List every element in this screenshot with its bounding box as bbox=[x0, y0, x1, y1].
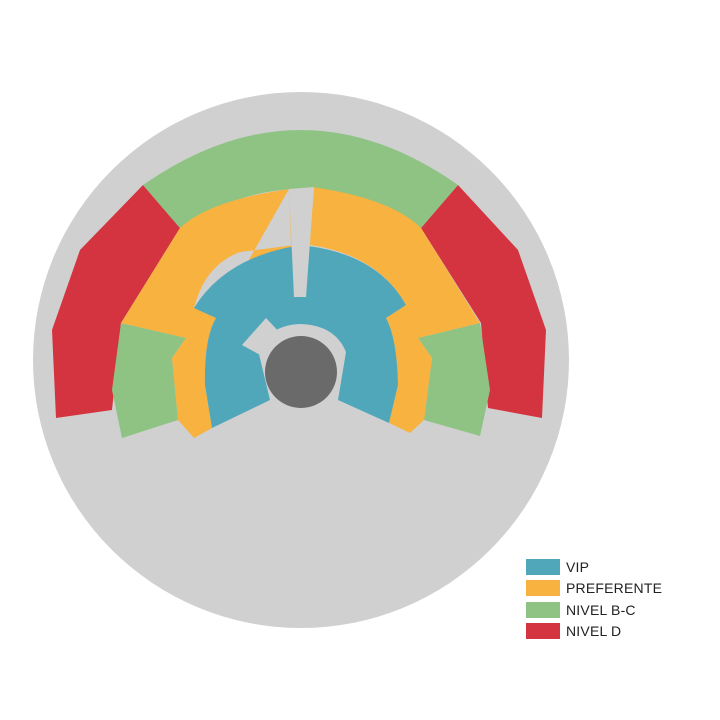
legend-swatch-nivel-d bbox=[526, 623, 560, 640]
section-nivel-d-left[interactable] bbox=[52, 185, 180, 418]
legend-swatch-vip bbox=[526, 558, 560, 575]
section-nivel-bc-left[interactable] bbox=[112, 323, 186, 438]
stage-ramp bbox=[242, 318, 282, 356]
legend-label-vip: VIP bbox=[566, 558, 590, 575]
section-nivel-bc-right[interactable] bbox=[418, 323, 490, 436]
legend-item-vip[interactable]: VIP bbox=[526, 556, 662, 578]
legend-label-preferente: PREFERENTE bbox=[566, 580, 663, 597]
legend-swatch-preferente bbox=[526, 580, 560, 597]
stage[interactable] bbox=[265, 336, 337, 408]
legend-item-nivel-bc[interactable]: NIVEL B-C bbox=[526, 599, 662, 621]
legend-label-nivel-d: NIVEL D bbox=[566, 623, 622, 640]
section-vip[interactable] bbox=[194, 246, 406, 428]
legend-item-nivel-d[interactable]: NIVEL D bbox=[526, 621, 662, 643]
section-nivel-d-right[interactable] bbox=[421, 185, 546, 418]
aisle-wedge bbox=[289, 187, 314, 297]
legend-swatch-nivel-bc bbox=[526, 601, 560, 618]
legend-item-preferente[interactable]: PREFERENTE bbox=[526, 578, 662, 600]
legend: VIP PREFERENTE NIVEL B-C NIVEL D bbox=[526, 556, 662, 642]
legend-label-nivel-bc: NIVEL B-C bbox=[566, 601, 636, 618]
section-preferente-right[interactable] bbox=[310, 187, 480, 433]
